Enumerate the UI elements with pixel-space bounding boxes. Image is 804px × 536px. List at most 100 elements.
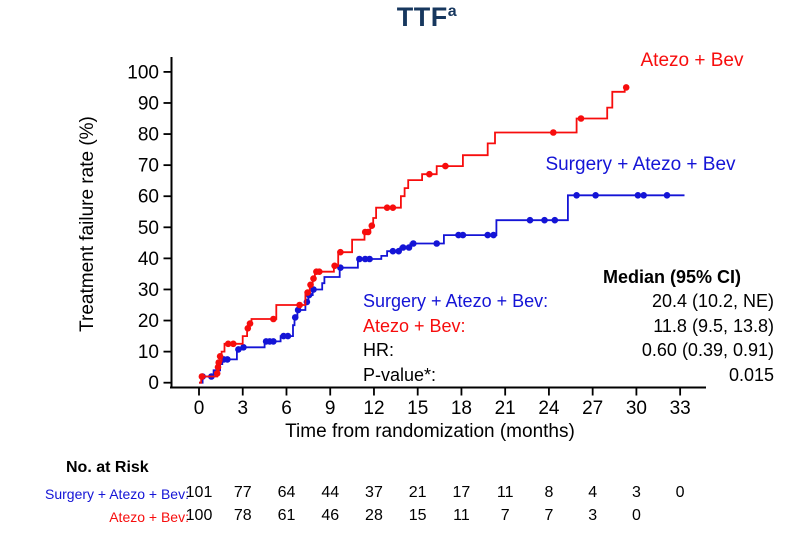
x-tick-label: 3	[237, 398, 248, 419]
at-risk-value: 3	[631, 484, 641, 501]
censor-dot-blue	[640, 192, 647, 199]
at-risk-value: 0	[631, 507, 641, 524]
y-tick-label: 20	[138, 311, 159, 332]
stats-row-atezo: Atezo + Bev: 11.8 (9.5, 13.8)	[363, 314, 774, 338]
censor-dot-blue	[663, 192, 671, 199]
censor-dot-blue	[573, 192, 580, 199]
censor-dot-red	[426, 170, 433, 178]
censor-dot-red	[230, 340, 237, 348]
y-tick-label: 40	[138, 249, 159, 270]
at-risk-value: 61	[277, 507, 296, 524]
at-risk-label-atezo: Atezo + Bev:	[109, 509, 189, 525]
x-tick-label: 6	[281, 398, 292, 419]
censor-dot-blue	[294, 306, 302, 314]
x-tick-label: 0	[194, 398, 205, 419]
y-tick-label: 90	[138, 93, 159, 114]
censor-dot-blue	[366, 255, 373, 263]
x-tick-label: 18	[451, 398, 472, 419]
at-risk-value: 15	[408, 507, 427, 524]
censor-dot-red	[442, 162, 449, 170]
x-tick-label: 15	[407, 398, 428, 419]
at-risk-value: 28	[365, 507, 383, 524]
x-axis-title: Time from randomization (months)	[285, 421, 575, 442]
censor-dot-red	[310, 275, 317, 282]
x-tick-label: 21	[495, 398, 516, 419]
censor-dot-blue	[224, 356, 231, 363]
censor-dot-blue	[526, 216, 534, 224]
stats-value-surgery: 20.4 (10.2, NE)	[651, 291, 774, 312]
y-tick-label: 60	[138, 187, 159, 208]
censor-dot-blue	[634, 192, 642, 199]
at-risk-value: 100	[185, 507, 213, 524]
at-risk-value: 37	[365, 484, 383, 501]
censor-dot-blue	[240, 344, 247, 351]
at-risk-value: 8	[544, 484, 554, 501]
censor-dot-blue	[490, 231, 497, 239]
stats-value-pvalue: 0.015	[728, 364, 774, 385]
censor-dot-red	[331, 262, 338, 270]
stats-panel: Median (95% CI) Surgery + Atezo + Bev: 2…	[363, 265, 774, 387]
at-risk-value: 0	[675, 484, 685, 501]
censor-dot-blue	[284, 332, 292, 340]
censor-dot-blue	[410, 240, 417, 247]
x-tick-label: 24	[538, 398, 560, 419]
censor-dot-blue	[541, 216, 548, 224]
censor-dot-red	[216, 353, 224, 360]
at-risk-value: 7	[500, 507, 510, 524]
censor-dot-blue	[395, 247, 403, 255]
y-tick-label: 0	[148, 373, 159, 394]
censor-dot-red	[368, 222, 376, 229]
censor-dot-red	[337, 248, 344, 256]
at-risk-values-atezo: 100 78 61 46 28 15 11 7 7 3 0	[0, 507, 804, 527]
chart-title-text: TTF	[396, 2, 448, 32]
censor-dot-blue	[433, 240, 441, 247]
censor-dot-red	[198, 373, 206, 380]
at-risk-value: 78	[233, 507, 252, 524]
stats-label-pvalue: P-value*:	[363, 364, 437, 385]
y-tick-label: 10	[138, 342, 159, 363]
y-tick-label: 50	[138, 218, 159, 239]
censor-dot-blue	[551, 216, 559, 224]
at-risk-value: 11	[453, 507, 470, 524]
x-tick-label: 30	[626, 398, 647, 419]
at-risk-value: 4	[588, 484, 598, 501]
censor-dot-red	[364, 228, 372, 236]
stats-label-hr: HR:	[363, 340, 394, 361]
at-risk-value: 46	[321, 507, 340, 524]
at-risk-value: 21	[408, 484, 427, 501]
stats-row-pvalue: P-value*: 0.015	[363, 363, 774, 387]
censor-dot-blue	[459, 231, 467, 239]
censor-dot-red	[296, 301, 303, 309]
stats-row-hr: HR: 0.60 (0.39, 0.91)	[363, 338, 774, 362]
censor-dot-blue	[399, 244, 407, 251]
stats-row-surgery: Surgery + Atezo + Bev: 20.4 (10.2, NE)	[363, 289, 774, 313]
at-risk-value: 64	[277, 484, 296, 501]
censor-dot-blue	[405, 244, 413, 251]
x-tick-label: 9	[325, 398, 336, 419]
at-risk-value: 44	[321, 484, 340, 501]
at-risk-label-surgery: Surgery + Atezo + Bev:	[45, 486, 189, 502]
km-plot-area: 0 3 6 9 12 15 18 21 24 27 30 33 0 10 20 30 40 50 60 70 80 90 1…	[127, 57, 706, 419]
chart-title: TTFa	[50, 2, 804, 33]
at-risk-value: 11	[496, 484, 514, 501]
censor-dot-blue	[389, 247, 397, 255]
legend-atezo-bev: Atezo + Bev	[640, 50, 744, 71]
censor-dot-red	[389, 204, 397, 211]
censor-dot-blue	[592, 192, 599, 199]
censor-dot-blue	[310, 286, 317, 293]
censor-dot-blue	[356, 255, 363, 263]
x-tick-label: 27	[582, 398, 603, 419]
legend-surgery-atezo-bev: Surgery + Atezo + Bev	[545, 154, 736, 175]
y-tick-label: 100	[127, 62, 159, 83]
km-curve-red	[199, 86, 630, 384]
censor-dot-red	[215, 359, 222, 366]
stats-label-surgery: Surgery + Atezo + Bev:	[363, 291, 549, 312]
censor-dot-blue	[291, 314, 299, 321]
censor-dot-red	[316, 268, 323, 276]
x-tick-label: 33	[670, 398, 691, 419]
at-risk-value: 77	[233, 484, 252, 501]
at-risk-header: No. at Risk	[66, 459, 149, 476]
at-risk-value: 7	[544, 507, 554, 524]
censor-dot-red	[577, 115, 585, 122]
